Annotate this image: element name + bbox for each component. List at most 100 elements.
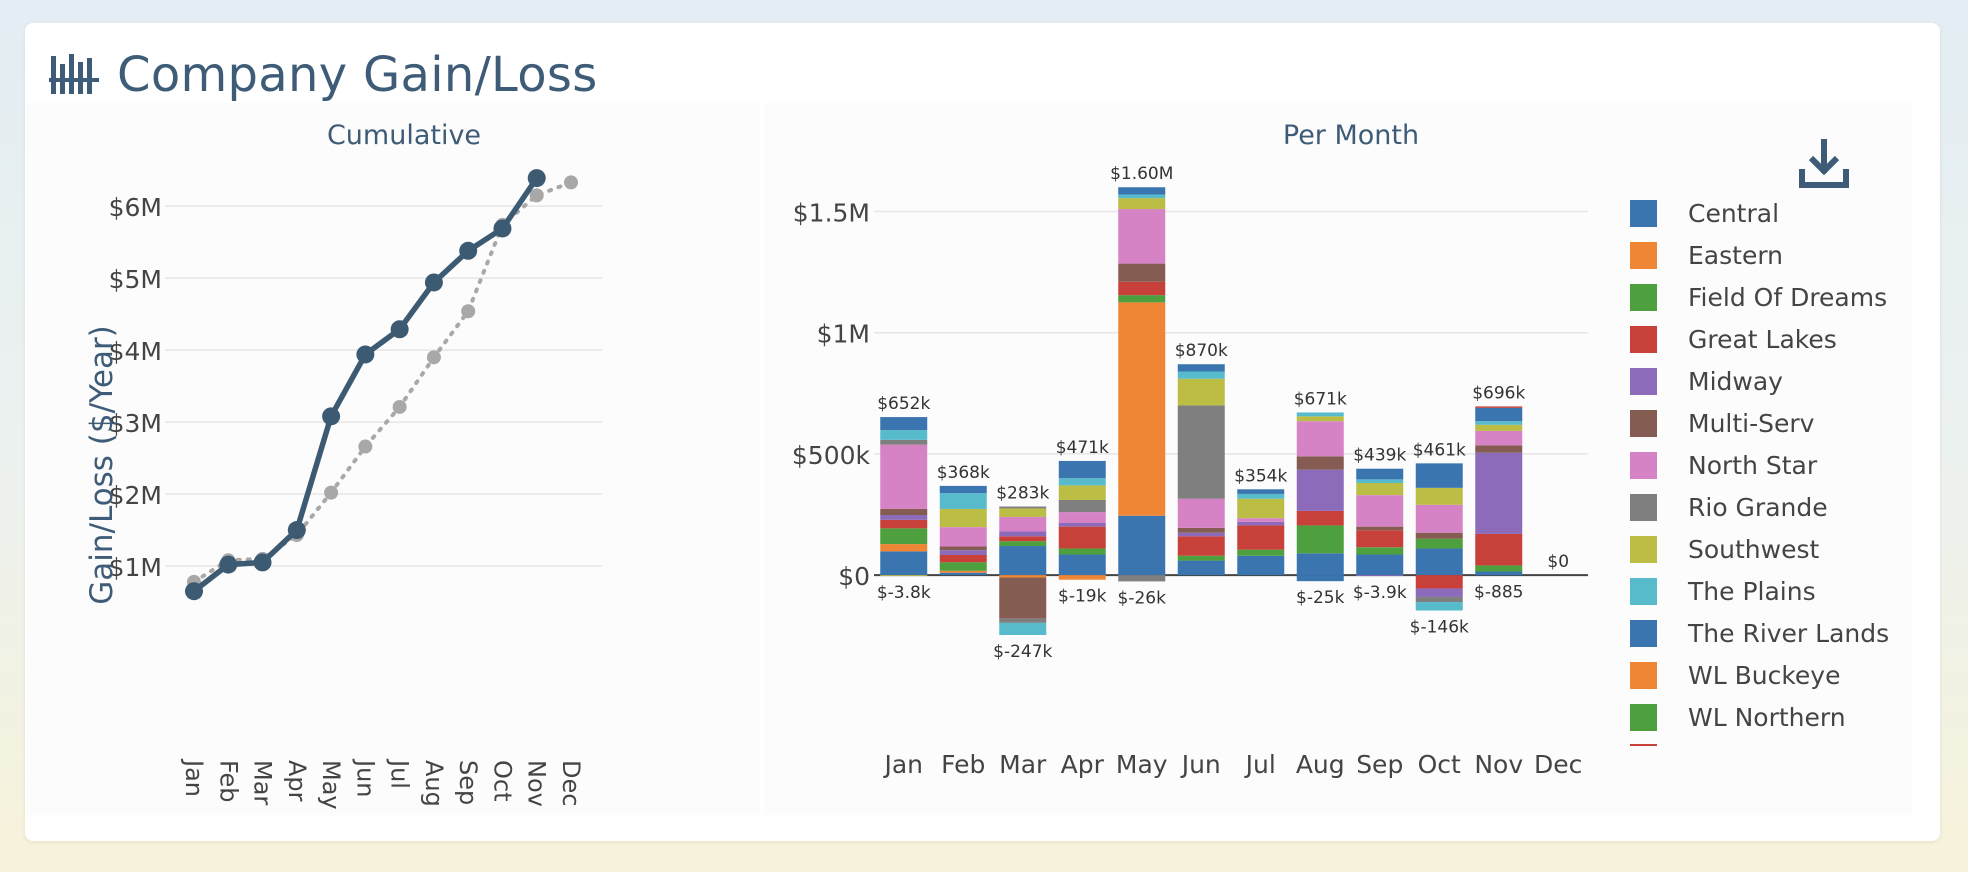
per-month-x-ticks: Jan Feb Mar Apr May Jun Jul Aug Sep Oct Nov Dec	[882, 750, 1582, 779]
bar-segment	[999, 506, 1047, 509]
bar-segment	[1415, 538, 1463, 549]
total-positive-label: $652k	[877, 394, 930, 414]
bar-segment	[1237, 518, 1285, 522]
bar-segment	[880, 508, 928, 515]
per-month-bar-chart: $0 $500k $1M $1.5M $652k $-3.8k $368k $283k $-2…	[792, 120, 1889, 779]
bar-segment-negative	[1296, 575, 1344, 582]
bar-segment	[1118, 209, 1166, 264]
bar-segment	[1296, 510, 1344, 526]
main-series-point	[390, 320, 409, 339]
legend-item-label: Rio Grande	[1688, 493, 1828, 522]
bar-segment	[880, 515, 928, 520]
bar-segment	[1177, 555, 1225, 561]
bar-segment	[1356, 483, 1404, 496]
per-month-y-ticks: $0 $500k $1M $1.5M	[792, 198, 871, 591]
bar-segment	[1058, 478, 1106, 486]
x-tick-label: Jan	[882, 750, 923, 779]
bar-segment	[939, 555, 987, 563]
x-tick-label: Jul	[386, 758, 414, 789]
bar-segment	[880, 551, 928, 576]
cumulative-y-ticks: $1M $2M $3M $4M $5M $6M	[109, 193, 162, 582]
bar-segment	[1415, 463, 1463, 488]
bar-segment-negative	[999, 622, 1047, 635]
bar-segment	[999, 516, 1047, 532]
bar-segment	[1118, 515, 1166, 576]
main-series-point	[253, 553, 272, 572]
per-month-bars	[880, 187, 1523, 635]
secondary-series-point	[426, 350, 441, 365]
total-negative-label: $-25k	[1296, 588, 1345, 608]
x-tick-label: Aug	[420, 760, 448, 807]
total-negative-label: $-146k	[1410, 618, 1469, 638]
total-positive-label: $283k	[996, 484, 1049, 504]
download-icon[interactable]	[1797, 138, 1851, 192]
bar-segment	[1058, 554, 1106, 576]
legend-swatch	[1630, 242, 1657, 269]
y-tick-label: $0	[838, 562, 870, 591]
bar-segment	[1356, 547, 1404, 555]
main-series-point	[527, 169, 546, 188]
bar-segment	[1118, 198, 1166, 210]
secondary-series-point	[564, 175, 578, 190]
x-tick-label: Aug	[1296, 750, 1345, 779]
legend-swatch	[1630, 452, 1657, 479]
total-positive-label: $439k	[1353, 446, 1406, 466]
x-tick-label: Mar	[999, 750, 1047, 779]
page-title: Company Gain/Loss	[117, 47, 598, 103]
bar-segment	[939, 493, 987, 509]
bar-segment	[999, 546, 1047, 576]
cumulative-line-chart: $1M $2M $3M $4M $5M $6M Jan Feb Mar Apr May Jun Jul…	[84, 120, 602, 810]
bar-segment	[1415, 532, 1463, 539]
bar-segment	[1177, 527, 1225, 533]
bar-segment	[1475, 424, 1523, 431]
cumulative-series	[185, 169, 578, 601]
bar-segment	[1296, 416, 1344, 422]
bar-segment	[1237, 525, 1285, 550]
total-negative-label: $-247k	[993, 642, 1052, 662]
bar-segment	[1296, 553, 1344, 576]
y-tick-label: $1M	[817, 320, 870, 349]
bar-segment	[1296, 525, 1344, 554]
bar-segment	[1118, 187, 1166, 195]
legend-item-label: Multi-Serv	[1688, 409, 1815, 438]
bar-segment	[1177, 536, 1225, 556]
bar-segment	[1356, 495, 1404, 527]
bar-segment	[1356, 526, 1404, 531]
legend-item-label: Great Lakes	[1688, 325, 1837, 354]
card-header: Company Gain/Loss	[49, 45, 598, 105]
bar-segment	[1237, 555, 1285, 576]
bar-segment	[1356, 479, 1404, 483]
x-tick-label: Nov	[523, 760, 551, 807]
main-series-point	[287, 521, 306, 540]
bar-segment	[1237, 549, 1285, 556]
bar-segment	[999, 541, 1047, 547]
bar-segment	[880, 519, 928, 529]
legend-item-label: WL Buckeye	[1688, 661, 1840, 690]
bar-segment	[1475, 430, 1523, 446]
x-tick-label: Sep	[454, 760, 482, 805]
x-tick-label: Oct	[488, 760, 516, 802]
bar-segment-negative	[1118, 575, 1166, 582]
cumulative-chart-title: Cumulative	[327, 120, 481, 151]
y-tick-label: $3M	[109, 409, 162, 438]
bar-segment	[999, 531, 1047, 537]
bar-segment	[1118, 194, 1166, 199]
bar-segment	[1356, 554, 1404, 576]
legend-item-label: Southwest	[1688, 535, 1820, 564]
bar-segment-negative	[999, 577, 1047, 619]
x-tick-label: Oct	[1418, 750, 1461, 779]
legend-item-label: Midway	[1688, 367, 1783, 396]
main-series-point	[424, 273, 443, 292]
bar-segment	[939, 527, 987, 547]
total-positive-label: $471k	[1056, 438, 1109, 458]
x-tick-label: Jan	[180, 758, 208, 797]
total-negative-label: $-3.8k	[877, 583, 931, 603]
x-tick-label: Nov	[1474, 750, 1523, 779]
x-tick-label: Apr	[1061, 750, 1105, 779]
total-positive-label: $368k	[937, 463, 990, 483]
per-month-grid	[874, 210, 1588, 577]
x-tick-label: Jun	[351, 758, 379, 798]
bar-segment	[1415, 487, 1463, 505]
bar-segment	[939, 572, 987, 576]
per-month-data-labels: $652k $-3.8k $368k $283k $-247k $471k $-19k $1.…	[877, 164, 1569, 662]
